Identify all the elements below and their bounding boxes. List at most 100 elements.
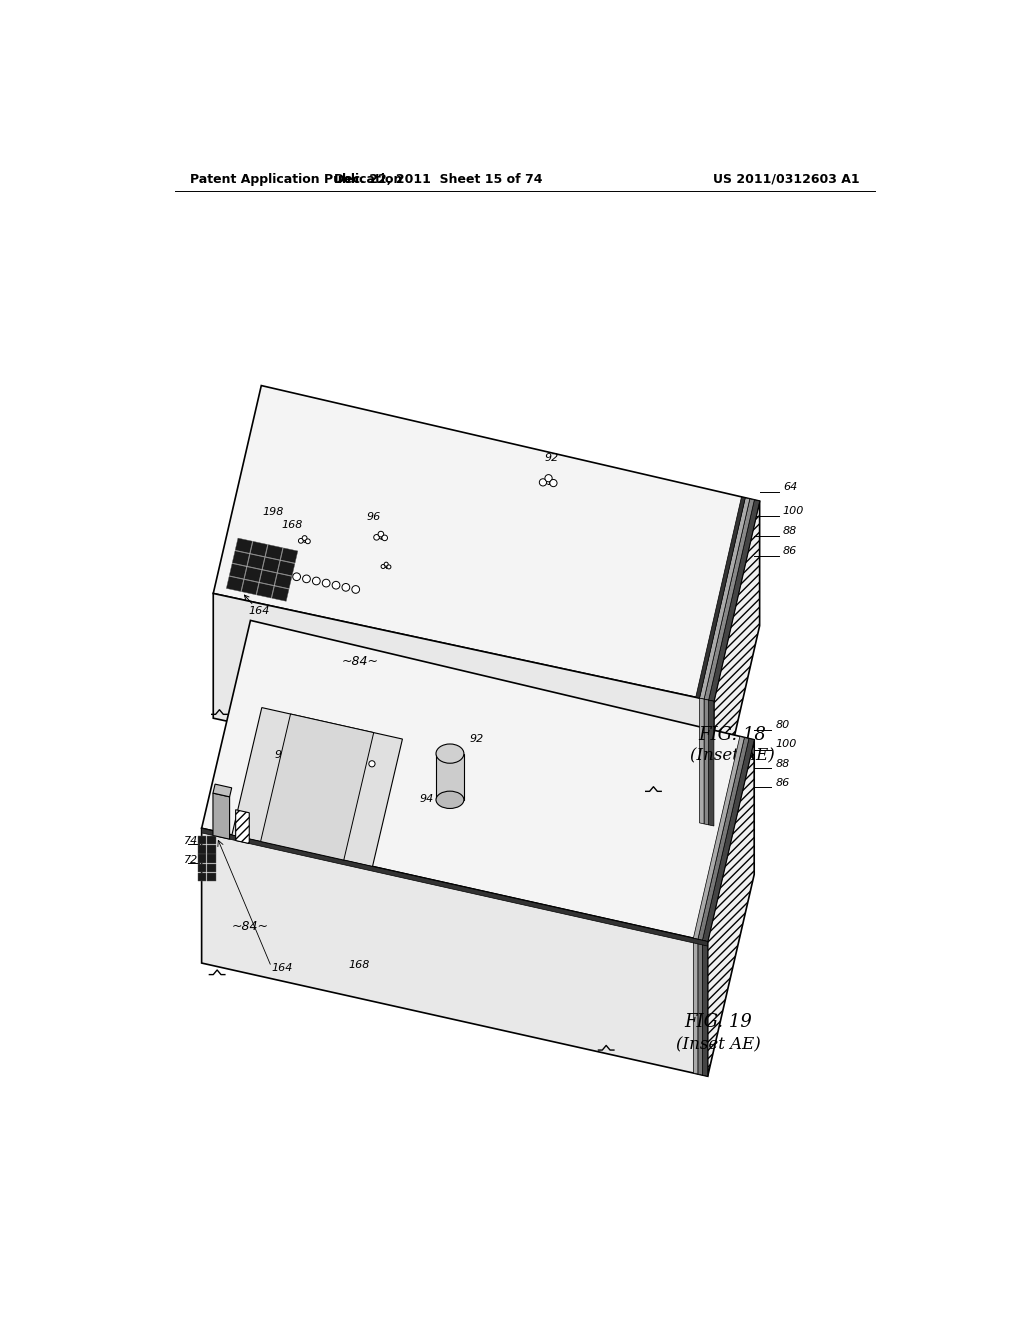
Polygon shape — [198, 854, 206, 863]
Polygon shape — [260, 570, 276, 585]
Text: 100: 100 — [775, 739, 797, 750]
Polygon shape — [278, 561, 295, 576]
Polygon shape — [207, 873, 216, 882]
Polygon shape — [250, 541, 267, 557]
Polygon shape — [207, 836, 216, 845]
Text: 198: 198 — [262, 507, 284, 517]
Circle shape — [378, 531, 384, 537]
Polygon shape — [709, 500, 760, 701]
Text: 96: 96 — [349, 752, 362, 762]
Text: (Inset AE): (Inset AE) — [676, 1036, 761, 1053]
Polygon shape — [198, 845, 206, 854]
Polygon shape — [207, 863, 216, 873]
Polygon shape — [198, 836, 206, 845]
Polygon shape — [271, 586, 289, 602]
Ellipse shape — [436, 744, 464, 763]
Polygon shape — [236, 809, 249, 843]
Circle shape — [540, 479, 547, 486]
Polygon shape — [702, 940, 708, 1076]
Polygon shape — [260, 714, 374, 861]
Text: 88: 88 — [775, 759, 790, 768]
Polygon shape — [709, 700, 714, 826]
Ellipse shape — [436, 791, 464, 808]
Circle shape — [352, 586, 359, 593]
Circle shape — [305, 539, 310, 544]
Circle shape — [387, 565, 391, 569]
Text: FIG. 18: FIG. 18 — [698, 726, 766, 743]
Polygon shape — [693, 737, 744, 940]
Polygon shape — [213, 385, 760, 701]
Polygon shape — [245, 566, 261, 582]
Text: 168: 168 — [349, 961, 371, 970]
Text: 74: 74 — [183, 836, 198, 846]
Text: 100: 100 — [783, 506, 804, 516]
Text: FIG. 19: FIG. 19 — [685, 1012, 753, 1031]
Circle shape — [369, 760, 375, 767]
Polygon shape — [213, 793, 229, 840]
Text: ~84~: ~84~ — [342, 655, 379, 668]
Circle shape — [312, 577, 321, 585]
Polygon shape — [213, 784, 231, 797]
Polygon shape — [231, 708, 402, 866]
Polygon shape — [242, 579, 259, 595]
Text: Patent Application Publication: Patent Application Publication — [190, 173, 402, 186]
Polygon shape — [274, 573, 292, 589]
Circle shape — [342, 583, 350, 591]
Circle shape — [323, 579, 330, 587]
Text: Dec. 22, 2011  Sheet 15 of 74: Dec. 22, 2011 Sheet 15 of 74 — [334, 173, 543, 186]
Polygon shape — [202, 829, 708, 946]
Text: 164: 164 — [271, 962, 293, 973]
Polygon shape — [714, 502, 760, 826]
Circle shape — [302, 536, 307, 540]
Polygon shape — [698, 940, 702, 1074]
Text: 64: 64 — [783, 482, 797, 491]
Circle shape — [298, 539, 303, 544]
Text: 164: 164 — [245, 595, 269, 616]
Polygon shape — [281, 548, 298, 564]
Text: 86: 86 — [783, 546, 797, 556]
Polygon shape — [705, 700, 709, 825]
Polygon shape — [262, 557, 280, 573]
Polygon shape — [226, 577, 244, 591]
Polygon shape — [198, 873, 206, 882]
Polygon shape — [265, 545, 283, 560]
Circle shape — [381, 565, 385, 569]
Polygon shape — [202, 620, 755, 941]
Polygon shape — [705, 499, 755, 700]
Polygon shape — [236, 539, 252, 553]
Polygon shape — [213, 594, 714, 826]
Polygon shape — [708, 739, 755, 1076]
Polygon shape — [436, 754, 464, 800]
Polygon shape — [702, 739, 755, 941]
Polygon shape — [699, 498, 750, 700]
Circle shape — [293, 573, 300, 581]
Polygon shape — [248, 554, 264, 569]
Circle shape — [303, 576, 310, 582]
Polygon shape — [257, 583, 273, 598]
Text: 168: 168 — [282, 520, 303, 531]
Text: 96: 96 — [367, 512, 381, 521]
Text: 94: 94 — [274, 750, 289, 760]
Text: 80: 80 — [775, 721, 790, 730]
Text: 94: 94 — [420, 795, 434, 804]
Polygon shape — [699, 698, 705, 824]
Polygon shape — [198, 863, 206, 873]
Polygon shape — [693, 939, 698, 1074]
Polygon shape — [207, 845, 216, 854]
Polygon shape — [202, 829, 708, 1076]
Circle shape — [332, 581, 340, 589]
Polygon shape — [695, 498, 745, 698]
Circle shape — [550, 479, 557, 487]
Circle shape — [384, 562, 388, 566]
Text: 72: 72 — [183, 855, 198, 865]
Circle shape — [374, 535, 379, 540]
Polygon shape — [229, 564, 247, 578]
Text: 88: 88 — [783, 527, 797, 536]
Polygon shape — [698, 738, 749, 940]
Circle shape — [545, 475, 552, 482]
Text: 92: 92 — [469, 734, 483, 744]
Polygon shape — [232, 550, 250, 566]
Text: US 2011/0312603 A1: US 2011/0312603 A1 — [713, 173, 859, 186]
Circle shape — [382, 535, 387, 541]
Text: ~84~: ~84~ — [232, 920, 269, 933]
